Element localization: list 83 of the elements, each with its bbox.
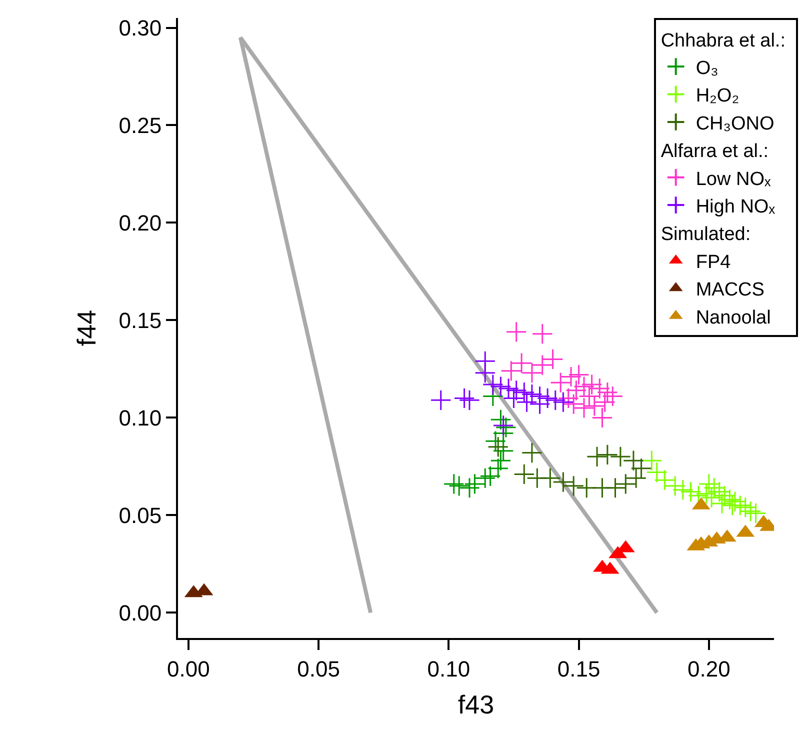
point [552, 392, 574, 413]
point [641, 450, 662, 472]
point [490, 376, 512, 398]
legend-label: CH₃ONO [696, 113, 774, 134]
point [602, 386, 624, 407]
point [696, 483, 717, 504]
point [464, 473, 486, 495]
point [730, 494, 751, 516]
point [443, 473, 464, 495]
point [745, 502, 766, 524]
point [474, 468, 496, 489]
point [514, 382, 535, 403]
point [573, 397, 595, 418]
legend-label: Nanoolal [696, 307, 771, 328]
x-tick-label: 0.00 [166, 656, 210, 682]
point [610, 446, 631, 468]
y-tick-label: 0.30 [118, 15, 162, 40]
point [514, 464, 535, 485]
legend-label: MACCS [696, 280, 764, 301]
y-tick-label: 0.00 [118, 600, 162, 626]
legend-label: Low NOₓ [696, 168, 772, 190]
annotation: Simulated: [660, 224, 751, 246]
point [626, 468, 647, 489]
annotation: Alfarra et al.: [660, 141, 769, 162]
point [596, 382, 618, 403]
point [563, 475, 584, 496]
point [596, 444, 618, 466]
point [552, 471, 574, 493]
point [700, 487, 722, 508]
point [542, 348, 564, 370]
point [521, 442, 543, 464]
point [532, 354, 553, 376]
x-tick-label: 0.15 [557, 656, 600, 682]
point [664, 475, 686, 496]
point [480, 466, 501, 487]
x-tick-label: 0.20 [688, 656, 730, 682]
point [448, 475, 470, 496]
legend-label: FP4 [696, 252, 732, 273]
x-tick-label: 0.05 [297, 656, 340, 682]
point [566, 380, 587, 401]
point [594, 392, 616, 413]
point [488, 458, 509, 479]
point [500, 360, 522, 382]
point [550, 372, 572, 394]
y-tick-label: 0.20 [118, 210, 162, 236]
point [430, 390, 452, 411]
y-axis-title: f44 [72, 310, 102, 346]
legend-label: High NOₓ [696, 196, 776, 218]
point [672, 479, 694, 500]
legend-label: H₂O₂ [696, 86, 740, 107]
point [586, 446, 608, 468]
point [680, 481, 702, 502]
point [532, 323, 553, 344]
point [503, 388, 524, 409]
point [615, 473, 636, 495]
point [488, 436, 509, 458]
y-tick-label: 0.05 [118, 502, 162, 528]
point [498, 378, 520, 399]
y-tick-label: 0.10 [118, 405, 162, 430]
point [740, 500, 762, 522]
y-tick-label: 0.15 [118, 308, 162, 333]
point [454, 388, 475, 409]
point [558, 388, 579, 409]
x-axis-title: f43 [458, 690, 494, 720]
annotation: Chhabra et al.: [660, 30, 786, 52]
point [544, 390, 566, 411]
x-tick-label: 0.10 [427, 656, 470, 682]
point [563, 393, 584, 415]
point [506, 321, 527, 342]
legend-label: O₃ [696, 58, 718, 79]
point [458, 390, 480, 411]
point [724, 490, 746, 512]
point [578, 386, 600, 407]
point [711, 492, 732, 514]
point [537, 388, 558, 409]
point [589, 378, 610, 399]
point [490, 409, 512, 430]
point [604, 477, 626, 498]
point [540, 468, 561, 489]
point [490, 450, 512, 472]
y-tick-label: 0.25 [118, 112, 162, 138]
point [458, 477, 480, 498]
point [734, 496, 756, 518]
